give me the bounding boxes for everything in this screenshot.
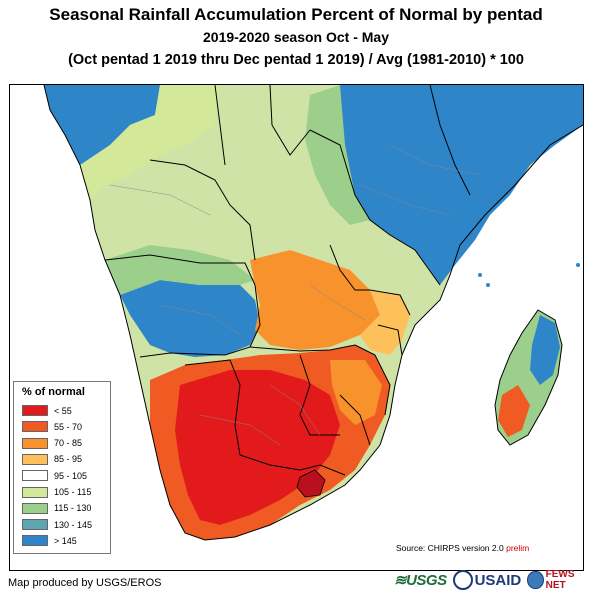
legend-swatch (22, 421, 48, 433)
data-source: Source: CHIRPS version 2.0 prelim (396, 543, 529, 553)
legend-item: 115 - 130 (22, 502, 91, 515)
fews-net-logo-text: FEWS NET (545, 569, 575, 591)
legend-label: 55 - 70 (54, 421, 83, 432)
legend-label: 105 - 115 (54, 487, 92, 497)
source-text: Source: CHIRPS version 2.0 (396, 543, 504, 553)
region-northwest-wet (44, 85, 160, 165)
legend-label: 95 - 105 (54, 470, 88, 481)
map-title: Seasonal Rainfall Accumulation Percent o… (49, 5, 543, 24)
region-northeast-wet (340, 85, 583, 285)
map-subtitle-season: 2019-2020 season Oct - May (203, 29, 389, 45)
country-borders (43, 85, 583, 541)
legend-item: > 145 (22, 534, 77, 547)
usaid-logo-text: USAID (474, 571, 522, 589)
legend-label: 85 - 95 (54, 454, 83, 465)
usgs-logo: ≋USGS (394, 572, 447, 589)
legend-swatch (22, 502, 48, 514)
legend-label: < 55 (54, 405, 72, 416)
region-west-transition (105, 245, 255, 295)
legend-swatch (22, 405, 48, 416)
map-credit: Map produced by USGS/EROS (8, 577, 162, 589)
region-northwest-transition (80, 85, 220, 200)
source-prelim-label: prelim (506, 543, 530, 553)
legend-swatch (22, 437, 48, 449)
legend-swatch (22, 535, 48, 547)
map-legend: % of normal < 55 55 - 70 70 - 85 85 - 95 95 … (13, 381, 111, 554)
legend-label: 130 - 145 (54, 519, 93, 530)
region-west-wet (120, 280, 260, 357)
legend-item: 95 - 105 (22, 469, 87, 482)
island-comoros-2 (486, 283, 490, 287)
map-title-block: Seasonal Rainfall Accumulation Percent o… (0, 4, 592, 72)
legend-swatch (22, 453, 48, 465)
agency-logos: ≋USGS USAID FEWS NET (394, 567, 592, 593)
island-zanzibar (463, 204, 469, 210)
region-central-moderate (360, 290, 410, 355)
usaid-logo: USAID (452, 570, 522, 590)
legend-swatch (22, 486, 48, 498)
legend-item: 85 - 95 (22, 453, 82, 466)
legend-title: % of normal (22, 386, 85, 398)
region-south-central-orange (330, 360, 382, 425)
legend-item: 70 - 85 (22, 437, 82, 450)
legend-label: 70 - 85 (54, 438, 83, 449)
fews-net-logo: FEWS NET (527, 569, 592, 591)
legend-item: 55 - 70 (22, 420, 82, 433)
legend-label: 115 - 130 (54, 503, 92, 514)
island-comoros (478, 273, 482, 277)
legend-label: > 145 (54, 535, 77, 546)
map-subtitle-formula: (Oct pentad 1 2019 thru Dec pentad 1 201… (68, 52, 524, 68)
region-central-dry (250, 250, 380, 350)
legend-item: < 55 (22, 404, 72, 417)
legend-swatch (22, 470, 48, 482)
legend-swatch (22, 519, 48, 531)
usaid-seal-icon (452, 570, 473, 590)
admin-boundaries (109, 144, 481, 446)
madagascar-dry (498, 385, 530, 437)
legend-item: 130 - 145 (22, 518, 92, 531)
region-lesotho (296, 469, 326, 498)
fews-globe-icon (527, 571, 544, 589)
legend-item: 105 - 115 (22, 486, 91, 499)
madagascar-wet (530, 315, 560, 385)
island-mauritius (576, 263, 580, 267)
